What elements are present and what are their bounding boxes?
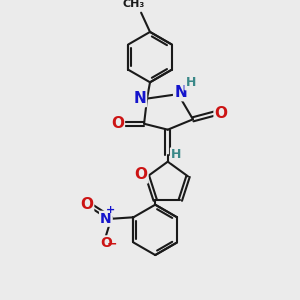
Text: O: O (100, 236, 112, 250)
Text: CH₃: CH₃ (123, 0, 145, 9)
Text: O: O (80, 197, 93, 212)
Text: O: O (111, 116, 124, 131)
Text: H: H (171, 148, 181, 161)
Text: O: O (214, 106, 228, 121)
Text: N: N (133, 91, 146, 106)
Text: N: N (174, 85, 187, 100)
Text: H: H (185, 76, 196, 89)
Text: O: O (134, 167, 148, 182)
Text: +: + (106, 206, 115, 215)
Text: −: − (106, 238, 117, 251)
Text: N: N (100, 212, 112, 226)
